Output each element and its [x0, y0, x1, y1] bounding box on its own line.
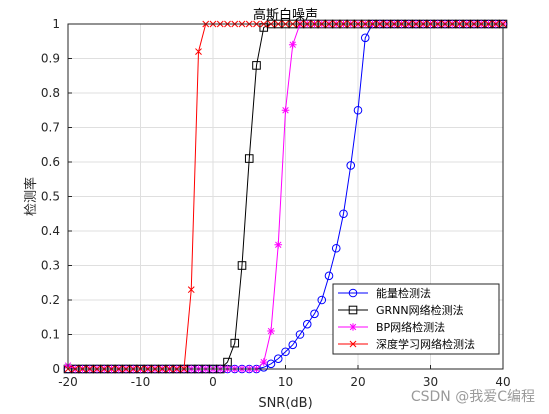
x-tick-label: -10	[131, 375, 151, 389]
data-point	[187, 286, 195, 294]
data-point	[244, 154, 254, 163]
legend-item: GRNN网络检测法	[338, 303, 464, 317]
data-point	[346, 161, 356, 170]
y-tick-label: 0.1	[41, 328, 60, 342]
x-tick-label: -20	[58, 375, 78, 389]
legend-item: 能量检测法	[338, 286, 431, 300]
data-point	[237, 261, 247, 270]
y-tick-label: 0.2	[41, 293, 60, 307]
x-tick-label: 10	[278, 375, 293, 389]
legend-label: 深度学习网络检测法	[376, 337, 475, 351]
legend-item: BP网络检测法	[338, 320, 445, 334]
legend-marker	[349, 340, 357, 348]
data-point	[317, 295, 327, 305]
legend-label: GRNN网络检测法	[376, 303, 464, 317]
data-point	[267, 327, 275, 335]
y-tick-label: 0.8	[41, 86, 60, 100]
legend-box	[332, 283, 500, 355]
data-point	[331, 243, 341, 253]
data-point	[324, 271, 334, 281]
x-tick-label: 0	[209, 375, 217, 389]
y-tick-label: 0.5	[41, 190, 60, 204]
legend-label: 能量检测法	[376, 286, 431, 300]
y-tick-label: 0.9	[41, 52, 60, 66]
data-point	[360, 33, 370, 43]
data-point	[295, 330, 305, 339]
y-tick-label: 0.7	[41, 121, 60, 135]
x-axis-ticks: -20 -10 0 10 20 30 40	[58, 365, 511, 389]
data-point	[310, 309, 319, 319]
y-tick-label: 0	[52, 362, 60, 376]
data-point	[281, 106, 290, 115]
data-point	[266, 359, 276, 369]
data-point	[259, 358, 268, 366]
legend-item: 深度学习网络检测法	[338, 337, 475, 351]
data-point	[273, 354, 283, 363]
x-tick-label: 40	[495, 375, 510, 389]
data-point	[195, 48, 202, 55]
data-point	[302, 319, 312, 329]
x-axis-label: SNR(dB)	[258, 396, 312, 411]
x-tick-label: 20	[350, 375, 365, 389]
chart-title: 高斯白噪声	[253, 7, 318, 23]
x-tick-label: 30	[423, 375, 438, 389]
data-point	[288, 40, 297, 49]
data-point	[230, 338, 240, 348]
data-point	[339, 209, 348, 219]
y-axis-label: 检测率	[23, 177, 39, 216]
data-point	[252, 61, 261, 70]
y-tick-label: 0.4	[41, 224, 60, 238]
watermark: CSDN @我爱C编程	[410, 389, 535, 405]
legend-marker	[348, 305, 358, 315]
data-point	[288, 340, 298, 350]
y-tick-label: 0.6	[41, 155, 60, 169]
legend-marker	[349, 323, 357, 331]
legend-marker	[348, 288, 358, 298]
y-tick-label: 0.3	[41, 259, 60, 273]
data-point	[353, 105, 363, 115]
y-tick-label: 1	[52, 17, 60, 31]
data-point	[274, 241, 283, 249]
legend-label: BP网络检测法	[376, 320, 445, 334]
data-point	[281, 347, 290, 357]
y-axis-ticks: 0 0.1 0.2 0.3 0.4 0.5 0.6 0.7 0.8 0.9 1	[41, 17, 72, 376]
